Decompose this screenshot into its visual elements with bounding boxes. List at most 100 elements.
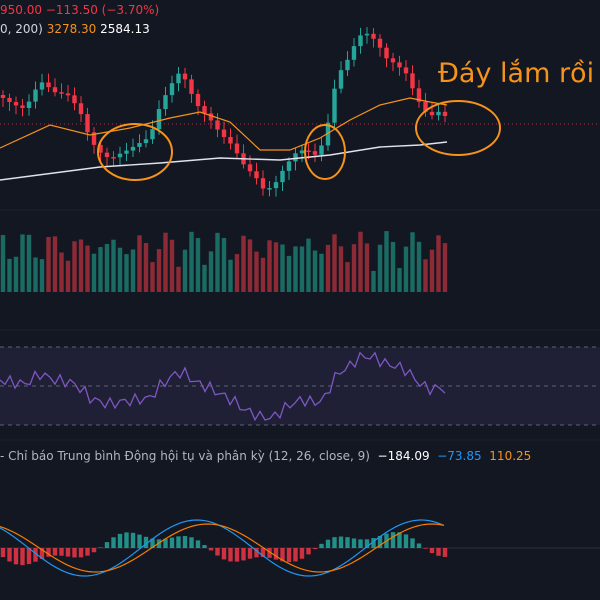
- macd-histogram-bar: [7, 548, 12, 562]
- volume-bar: [52, 236, 58, 292]
- macd-histogram-bar: [319, 543, 324, 548]
- volume-bar: [403, 246, 409, 292]
- volume-bar: [416, 241, 422, 292]
- candle-body: [150, 129, 155, 140]
- macd-histogram-bar: [351, 538, 357, 548]
- ma-white-line: [0, 141, 448, 181]
- price-change-header: 950.00 −113.50 (−3.70%): [0, 3, 159, 17]
- rsi-pane: [0, 346, 600, 426]
- volume-bar: [273, 242, 279, 292]
- candle-body: [351, 46, 357, 60]
- macd-histogram-bar: [267, 548, 272, 558]
- volume-bar: [299, 246, 305, 292]
- annotation-circles: [97, 100, 501, 181]
- volume-bar: [377, 244, 383, 292]
- volume-bar: [150, 262, 155, 292]
- macd-histogram-bar: [72, 548, 77, 558]
- volume-bar: [72, 241, 77, 292]
- volume-bar: [98, 247, 103, 292]
- candle-body: [13, 102, 19, 106]
- macd-histogram-bar: [202, 545, 207, 548]
- macd-histogram-bar: [195, 540, 201, 548]
- candle-body: [442, 111, 448, 117]
- candle-body: [156, 109, 162, 130]
- volume-bar: [410, 232, 415, 292]
- volume-bar: [176, 266, 181, 292]
- candle-body: [176, 73, 181, 84]
- volume-bar: [143, 243, 149, 292]
- macd-histogram-bar: [104, 542, 110, 548]
- candle-body: [7, 97, 12, 103]
- candle-body: [202, 106, 207, 114]
- volume-bar: [390, 241, 396, 292]
- volume-bar: [124, 254, 129, 292]
- candle-body: [260, 178, 266, 189]
- macd-histogram-bar: [85, 548, 90, 556]
- volume-bar: [436, 235, 441, 292]
- candle-body: [215, 120, 220, 130]
- candle-body: [59, 92, 64, 94]
- volume-bar: [46, 236, 51, 292]
- macd-histogram-bar: [13, 548, 19, 565]
- volume-bar: [332, 234, 337, 292]
- macd-histogram-bar: [332, 537, 337, 548]
- macd-histogram-bar: [130, 532, 136, 548]
- candle-body: [267, 188, 272, 190]
- macd-histogram-bar: [338, 536, 344, 548]
- macd-histogram-bar: [403, 534, 409, 548]
- macd-histogram-bar: [377, 535, 383, 548]
- macd-histogram-bar: [423, 548, 428, 549]
- candle-body: [85, 114, 90, 133]
- macd-histogram-bar: [247, 548, 253, 559]
- ma2-value: 2584.13: [100, 22, 150, 36]
- macd-histogram-bar: [358, 539, 363, 548]
- candle-body: [130, 146, 136, 151]
- macd-histogram-bar: [397, 532, 402, 548]
- candle-body: [312, 151, 318, 155]
- candle-body: [208, 113, 214, 121]
- candle-body: [195, 93, 201, 107]
- macd-histogram-bar: [371, 538, 376, 548]
- macd-histogram-bar: [52, 548, 58, 556]
- volume-bar: [351, 244, 357, 292]
- macd-histogram-bar: [20, 548, 25, 566]
- candle-body: [78, 103, 84, 115]
- volume-bar: [0, 235, 6, 292]
- volume-bar: [20, 234, 25, 292]
- candle-body: [325, 122, 331, 146]
- candle-body: [20, 105, 25, 108]
- volume-bar: [59, 252, 64, 292]
- candle-body: [182, 73, 188, 80]
- ma1-value: 3278.30: [46, 22, 97, 36]
- candle-body: [377, 38, 383, 48]
- candle-body: [221, 129, 227, 138]
- volume-bar: [358, 231, 363, 292]
- macd-histogram-bar: [176, 536, 181, 548]
- macd-histogram-bar: [364, 539, 370, 548]
- candle-body: [26, 101, 32, 108]
- volume-bar: [371, 270, 376, 292]
- volume-bar: [130, 249, 136, 292]
- price-pane[interactable]: [0, 27, 600, 441]
- volume-bar: [7, 258, 12, 292]
- macd-histogram-bar: [182, 536, 188, 548]
- macd-histogram-bar: [169, 537, 175, 548]
- candle-body: [228, 137, 233, 144]
- macd-histogram-bar: [312, 548, 318, 550]
- candle-body: [384, 47, 389, 59]
- macd-histogram-bar: [137, 534, 142, 548]
- macd-histogram-bar: [390, 532, 396, 548]
- annotation-circle: [304, 124, 346, 180]
- macd-line-value: −73.85: [437, 449, 482, 463]
- volume-bar: [26, 234, 32, 292]
- candle-body: [0, 95, 6, 98]
- volume-bar: [442, 243, 448, 292]
- macd-histogram-bar: [26, 548, 32, 565]
- macd-histogram-bar: [65, 548, 71, 557]
- macd-histogram-bar: [280, 548, 285, 562]
- macd-histogram-bar: [143, 536, 149, 548]
- macd-signal-value: 110.25: [489, 449, 532, 463]
- volume-bar: [384, 231, 389, 292]
- volume-bar: [345, 262, 350, 292]
